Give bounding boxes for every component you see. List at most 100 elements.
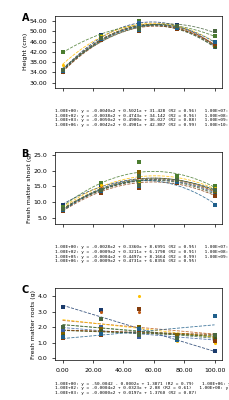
Point <box>137 327 140 334</box>
Point <box>213 41 216 47</box>
Point <box>99 36 102 42</box>
Point <box>61 326 64 332</box>
Point <box>213 340 216 346</box>
Text: B: B <box>22 149 29 159</box>
Point <box>137 308 140 315</box>
Point <box>137 183 140 190</box>
Point <box>99 188 102 194</box>
Point <box>175 332 178 338</box>
Point <box>61 49 64 55</box>
Point <box>99 34 102 41</box>
Point <box>213 348 216 354</box>
Point <box>61 69 64 76</box>
Point <box>99 35 102 42</box>
Point <box>137 28 140 34</box>
Text: 1.00E+00: y = -0.0028x2 + 0.3360x + 8.6991 (R2 = 0.95)   1.00E+07: y = -0.0030x2: 1.00E+00: y = -0.0028x2 + 0.3360x + 8.69… <box>55 245 229 263</box>
Point <box>61 207 64 213</box>
Point <box>213 191 216 198</box>
Point <box>99 34 102 41</box>
Point <box>213 38 216 45</box>
Point <box>137 293 140 299</box>
Point <box>99 324 102 330</box>
Point <box>175 178 178 185</box>
Point <box>213 28 216 34</box>
Point <box>213 335 216 341</box>
Point <box>137 324 140 330</box>
Point <box>137 174 140 180</box>
Point <box>61 67 64 74</box>
Point <box>213 33 216 40</box>
Point <box>137 305 140 312</box>
Point <box>213 186 216 193</box>
Point <box>99 188 102 194</box>
Point <box>175 336 178 343</box>
Point <box>99 180 102 186</box>
Point <box>137 326 140 332</box>
Point <box>175 336 178 343</box>
Point <box>137 324 140 330</box>
Point <box>61 207 64 213</box>
Point <box>137 22 140 28</box>
Point <box>61 327 64 334</box>
Point <box>99 330 102 337</box>
Point <box>175 338 178 344</box>
Point <box>61 335 64 341</box>
Point <box>137 28 140 34</box>
Point <box>99 324 102 330</box>
Point <box>175 24 178 31</box>
Point <box>175 23 178 30</box>
Point <box>175 24 178 30</box>
Point <box>137 330 140 337</box>
Point <box>99 190 102 196</box>
Point <box>213 332 216 338</box>
Point <box>175 334 178 340</box>
Point <box>99 32 102 38</box>
Point <box>213 44 216 50</box>
Text: 1.00E+00: y = -0.0040x2 + 0.5021x + 31.428 (R2 = 0.96)   1.00E+07: y = -0.0003x2: 1.00E+00: y = -0.0040x2 + 0.5021x + 31.4… <box>55 109 229 127</box>
Point <box>137 182 140 188</box>
Point <box>175 22 178 28</box>
Point <box>61 324 64 330</box>
Point <box>137 334 140 340</box>
Point <box>99 33 102 40</box>
Point <box>61 68 64 75</box>
Point <box>213 335 216 341</box>
Y-axis label: Height (cm): Height (cm) <box>23 33 28 70</box>
Point <box>137 26 140 32</box>
Point <box>213 334 216 340</box>
Point <box>137 20 140 26</box>
Point <box>137 27 140 33</box>
Point <box>213 202 216 208</box>
Point <box>213 183 216 190</box>
Point <box>61 208 64 214</box>
Point <box>137 23 140 30</box>
Point <box>213 38 216 45</box>
Point <box>61 205 64 212</box>
Point <box>137 326 140 332</box>
Point <box>99 307 102 313</box>
Point <box>61 204 64 210</box>
Point <box>137 24 140 31</box>
Point <box>61 67 64 74</box>
Point <box>99 308 102 315</box>
Point <box>99 316 102 323</box>
Point <box>137 20 140 27</box>
Point <box>99 322 102 329</box>
Y-axis label: Fresh matter roots (g): Fresh matter roots (g) <box>31 290 36 359</box>
Point <box>175 23 178 30</box>
Point <box>175 335 178 341</box>
Point <box>61 68 64 74</box>
Point <box>213 44 216 50</box>
Point <box>137 18 140 25</box>
Point <box>99 36 102 43</box>
Point <box>137 324 140 330</box>
Point <box>175 180 178 186</box>
Point <box>137 169 140 176</box>
Point <box>61 332 64 338</box>
Point <box>61 68 64 74</box>
Point <box>61 62 64 68</box>
Point <box>99 332 102 338</box>
Point <box>137 327 140 334</box>
Point <box>99 186 102 193</box>
Point <box>213 192 216 199</box>
